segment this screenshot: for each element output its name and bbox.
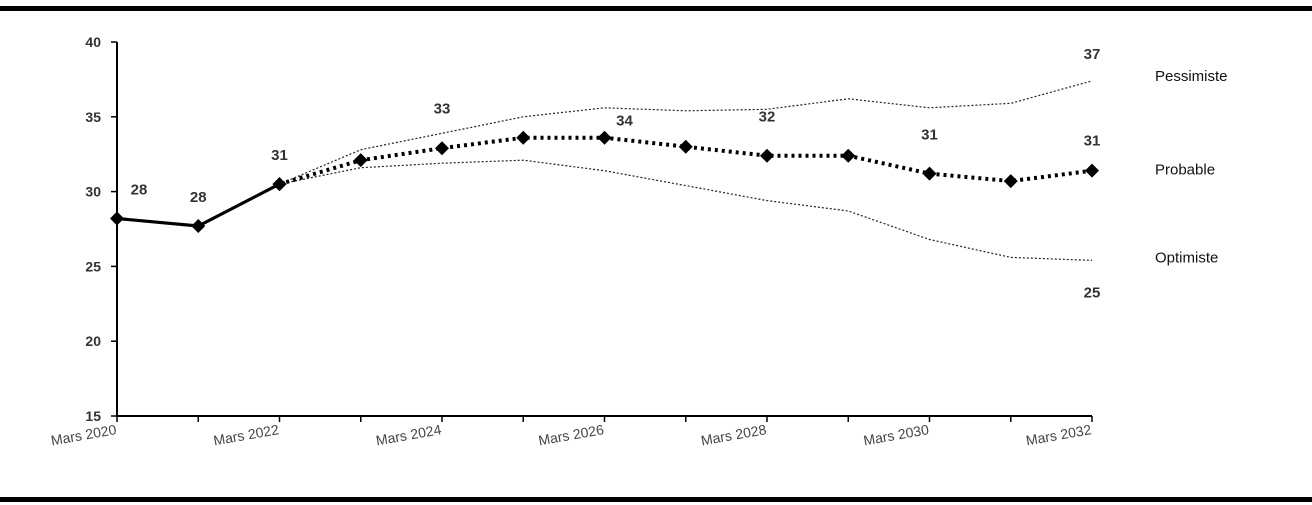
x-tick-label: Mars 2028: [700, 421, 768, 448]
x-tick-label: Mars 2024: [375, 421, 443, 448]
data-point-probable: [272, 177, 287, 192]
series-line-optimiste: [279, 159, 1093, 261]
data-point-probable: [760, 148, 774, 163]
y-tick-label: 25: [85, 258, 101, 274]
data-point-probable: [597, 130, 612, 145]
data-point-probable: [922, 166, 937, 181]
data-label: 31: [271, 147, 288, 164]
y-tick-label: 20: [85, 333, 101, 349]
legend-label-pessimiste: Pessimiste: [1155, 68, 1228, 85]
data-point-probable: [1085, 163, 1099, 178]
x-tick-label: Mars 2030: [862, 421, 930, 448]
data-point-probable: [841, 148, 856, 163]
x-tick-label: Mars 2020: [50, 421, 118, 448]
data-label: 37: [1084, 46, 1101, 63]
y-tick-label: 15: [85, 408, 101, 424]
legend-label-probable: Probable: [1155, 162, 1215, 179]
data-point-probable: [435, 141, 449, 156]
data-point-observed: [191, 219, 206, 234]
data-label: 31: [921, 127, 938, 144]
data-point-probable: [1003, 174, 1018, 189]
y-tick-label: 35: [85, 109, 101, 125]
data-label: 28: [190, 189, 207, 206]
top-rule: [0, 6, 1312, 11]
x-tick-label: Mars 2022: [212, 421, 280, 448]
data-point-observed: [110, 211, 124, 226]
x-tick-label: Mars 2032: [1025, 421, 1093, 448]
legend-label-optimiste: Optimiste: [1155, 249, 1218, 266]
data-label: 28: [131, 182, 148, 199]
data-label: 34: [616, 113, 633, 130]
y-tick-label: 30: [85, 184, 101, 200]
data-label: 33: [434, 100, 451, 117]
y-tick-label: 40: [85, 34, 101, 50]
data-point-probable: [353, 153, 368, 168]
bottom-rule: [0, 497, 1312, 502]
x-tick-label: Mars 2026: [537, 421, 605, 448]
data-label: 32: [759, 109, 776, 126]
data-point-probable: [678, 139, 693, 154]
data-label: 25: [1084, 284, 1101, 301]
series-line-pessimiste: [279, 80, 1093, 185]
data-point-probable: [516, 130, 531, 145]
data-label: 31: [1084, 133, 1101, 150]
